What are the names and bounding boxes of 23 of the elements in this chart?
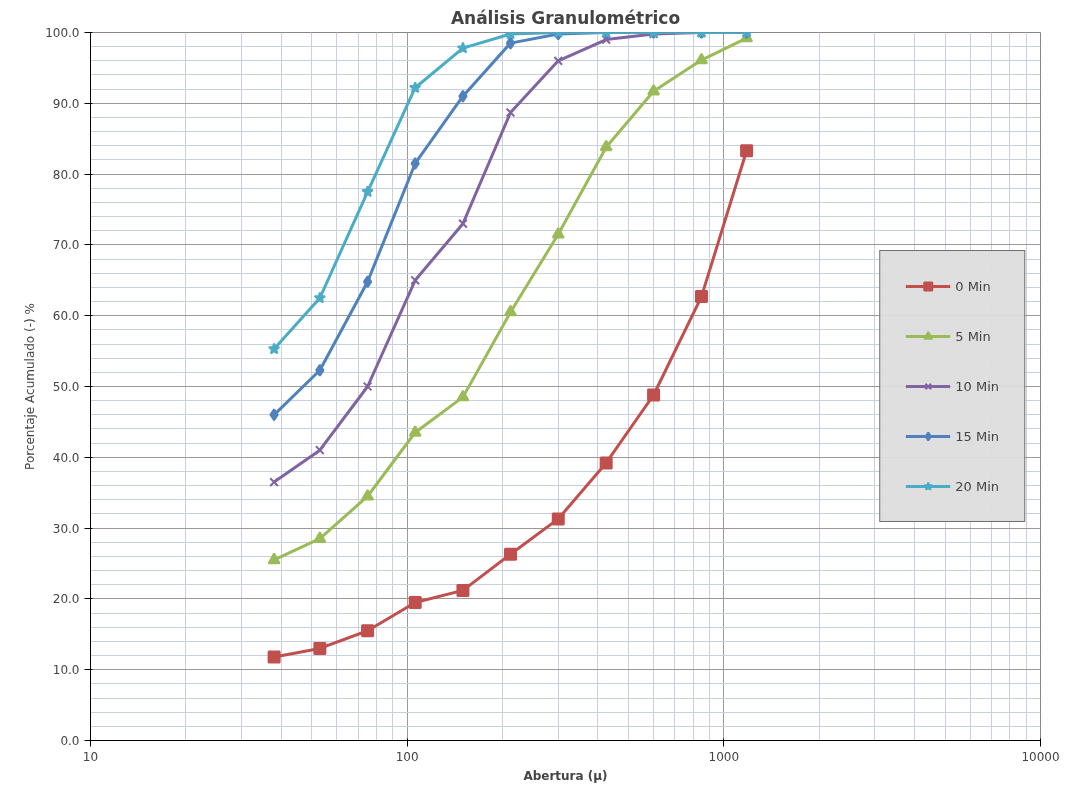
y-tick-label: 100.0 — [45, 26, 80, 40]
legend-label: 0 Min — [955, 278, 991, 294]
legend-label: 20 Min — [955, 478, 999, 494]
y-tick-label: 60.0 — [52, 309, 80, 324]
y-tick-label: 70.0 — [52, 238, 80, 253]
chart-title: Análisis Granulométrico — [450, 7, 681, 28]
y-tick-label: 90.0 — [52, 96, 80, 111]
x-tick-label: 1000 — [708, 749, 740, 764]
y-tick-label: 40.0 — [52, 450, 80, 465]
y-tick-label: 50.0 — [52, 380, 80, 394]
y-tick-label: 30.0 — [52, 521, 80, 536]
y-tick-label: 20.0 — [52, 592, 80, 607]
legend-label: 5 Min — [955, 328, 991, 344]
x-axis-title: Abertura (µ) — [523, 768, 608, 783]
x-tick-label: 10 — [82, 749, 99, 764]
x-tick-label: 100 — [395, 749, 419, 764]
y-tick-label: 80.0 — [52, 167, 80, 182]
legend-label: 15 Min — [955, 428, 999, 444]
x-tick-label: 10000 — [1021, 749, 1060, 764]
legend-label: 10 Min — [955, 378, 999, 394]
y-tick-label: 10.0 — [52, 663, 80, 678]
y-axis-title: Porcentaje Acumulado (-) % — [23, 303, 38, 470]
y-tick-label: 0.0 — [60, 734, 80, 748]
